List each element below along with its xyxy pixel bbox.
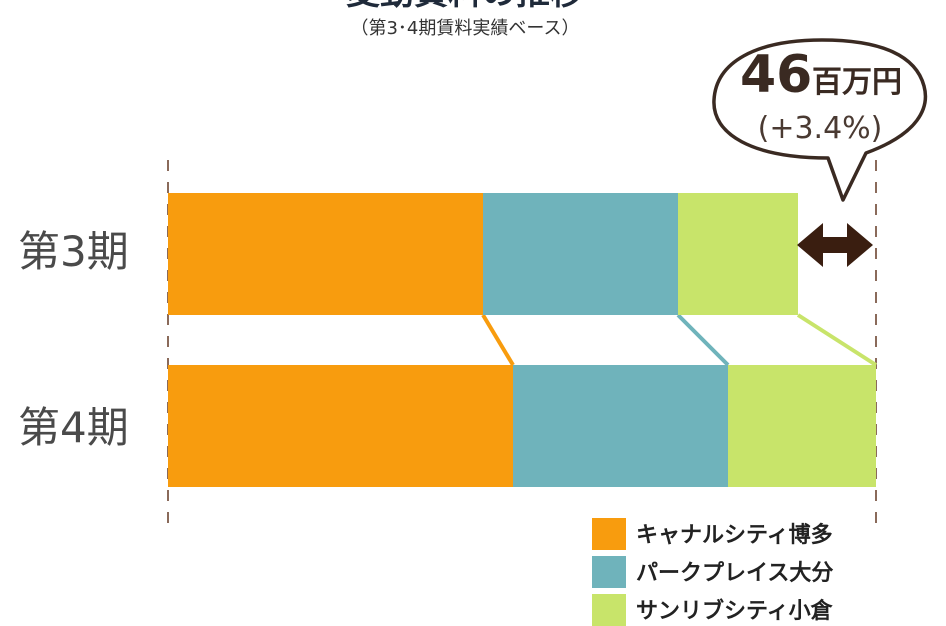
bar-segment-period3-series3 (678, 193, 798, 315)
bar-segment-period4-series1 (168, 365, 513, 487)
bar-segment-period3-series1 (168, 193, 483, 315)
bars-group (168, 193, 876, 487)
double-arrow-icon (797, 223, 873, 267)
bar-segment-period4-series2 (513, 365, 728, 487)
callout-percent: (+3.4%) (758, 111, 883, 146)
chart-title: 変動賃料の推移 (346, 0, 584, 13)
connector-line-series1 (481, 313, 515, 367)
callout-shape (712, 38, 928, 202)
legend-swatch-2 (592, 556, 626, 588)
chart-subtitle: （第3･4期賃料実績ベース） (350, 18, 579, 39)
connector-lines (481, 313, 878, 367)
legend-swatch-1 (592, 518, 626, 550)
bar-segment-period4-series3 (728, 365, 876, 487)
bar-segment-period3-series2 (483, 193, 678, 315)
callout-bubble: 46 百万円 (+3.4%) (712, 38, 928, 202)
period-label-4: 第4期 (18, 403, 129, 452)
legend-label-1: キャナルシティ博多 (636, 522, 833, 548)
legend-label-3: サンリブシティ小倉 (636, 598, 834, 624)
connector-line-series3 (796, 313, 878, 367)
period-label-3: 第3期 (18, 227, 129, 276)
legend-swatch-3 (592, 594, 626, 626)
legend-label-2: パークプレイス大分 (636, 561, 833, 586)
callout-value: 46 (740, 45, 812, 105)
connector-line-series2 (676, 313, 730, 367)
callout-unit: 百万円 (812, 65, 902, 100)
